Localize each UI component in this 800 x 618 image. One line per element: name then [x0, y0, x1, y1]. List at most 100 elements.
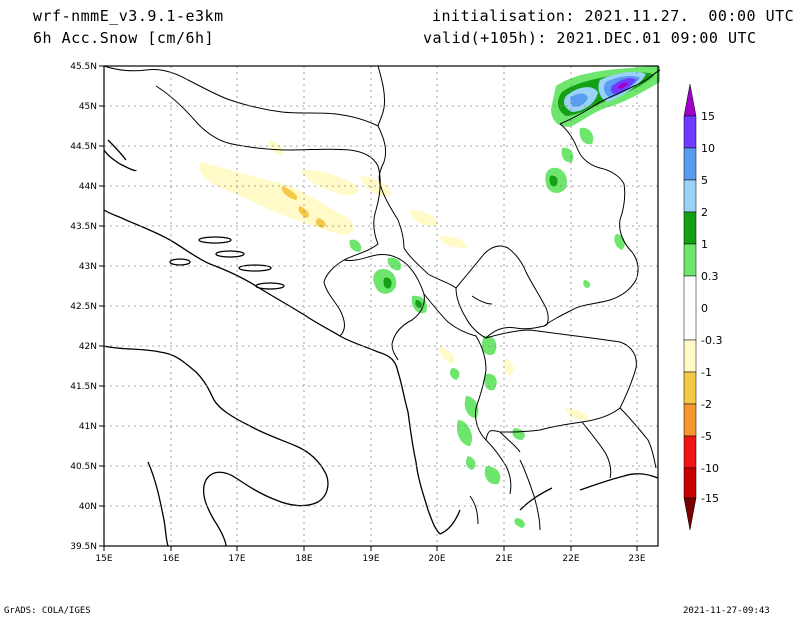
valid-time: valid(+105h): 2021.DEC.01 09:00 UTC [423, 29, 757, 47]
shade-pos-9 [464, 396, 479, 418]
map-grid [104, 66, 658, 546]
colorbar-bin [683, 275, 697, 341]
field-title: 6h Acc.Snow [cm/6h] [33, 29, 215, 47]
lat-label: 41N [79, 422, 97, 432]
shade-pos-15 [449, 368, 460, 380]
lat-label: 40N [79, 502, 97, 512]
colorbar-bin [683, 147, 697, 181]
colorbar-label: 1 [701, 238, 708, 251]
border-bosnia [155, 85, 381, 337]
colorbar-bin [683, 403, 697, 437]
colorbar-label: 10 [701, 142, 715, 155]
border-inner-1 [471, 295, 493, 305]
colorbar-bin [683, 211, 697, 245]
colorbar-top-arrow [683, 83, 697, 117]
colorbar-label: 0 [701, 302, 708, 315]
snow-shading [199, 66, 660, 528]
shade-neg-bosnia [199, 162, 354, 235]
colorbar-bin [683, 243, 697, 277]
croatia-coast [103, 149, 341, 337]
shade-pos-20 [579, 127, 594, 145]
shade-pos-17 [549, 175, 558, 187]
island-2 [169, 258, 191, 266]
lat-label: 42.5N [70, 302, 97, 312]
shade-neg-5 [440, 236, 467, 248]
shade-neg-orange-1 [281, 186, 298, 200]
colorbar-bin [683, 371, 697, 405]
shade-pos-10 [456, 420, 473, 446]
border-inner-3 [469, 495, 479, 525]
lat-label: 43N [79, 262, 97, 272]
shade-pos-14 [512, 428, 525, 440]
colorbar-label: -1 [701, 366, 712, 379]
lat-label: 42N [79, 342, 97, 352]
border-greece [499, 407, 657, 479]
colorbar-labels: 15 10 5 2 1 0.3 0 -0.3 -1 -2 -5 -10 -15 [701, 110, 722, 505]
colorbar-bin [683, 339, 697, 373]
colorbar-label: -10 [701, 462, 719, 475]
colorbar-label: 2 [701, 206, 708, 219]
colorbar-label: -15 [701, 492, 719, 505]
colorbar-label: -5 [701, 430, 712, 443]
lon-label: 23E [628, 554, 645, 564]
lon-label: 20E [428, 554, 445, 564]
lon-label: 21E [495, 554, 512, 564]
map-area: 15E 16E 17E 18E 19E 20E 21E 22E 23E 45.5… [70, 62, 661, 564]
border-north [103, 65, 379, 127]
colorbar-label: 5 [701, 174, 708, 187]
italy-heel [147, 461, 169, 547]
shade-pos-3 [387, 257, 402, 271]
shade-pos-18 [561, 147, 574, 163]
shade-pos-19 [614, 234, 625, 250]
shade-neg-6 [439, 346, 455, 364]
shade-pos-montenegro-2 [383, 277, 392, 289]
colorbar-bin [683, 115, 697, 149]
colorbar-label: -2 [701, 398, 712, 411]
footer-credit: GrADS: COLA/IGES [4, 606, 91, 616]
colorbar-bin [683, 467, 697, 499]
colorbar-label: 15 [701, 110, 715, 123]
colorbar-bin [683, 179, 697, 213]
colorbar-bin [683, 435, 697, 469]
initialisation-time: initialisation: 2021.11.27. 00:00 UTC [432, 7, 795, 25]
island-6 [107, 139, 127, 161]
colorbar-label: -0.3 [701, 334, 722, 347]
border-serbia-east [377, 65, 639, 327]
shade-neg-4 [410, 210, 437, 226]
lon-labels: 15E 16E 17E 18E 19E 20E 21E 22E 23E [95, 554, 645, 564]
border-inner-2 [519, 459, 541, 531]
lon-label: 16E [162, 554, 179, 564]
greece-coast [439, 473, 659, 535]
lat-label: 41.5N [70, 382, 97, 392]
shade-pos-6 [349, 239, 362, 252]
lon-label: 15E [95, 554, 112, 564]
shade-neg-2 [300, 169, 359, 196]
lon-label: 17E [228, 554, 245, 564]
shade-neg-7 [503, 358, 514, 376]
colorbar-bottom-arrow [683, 497, 697, 531]
shade-neg-9 [269, 140, 283, 156]
border-serbia-west [377, 125, 457, 289]
border-albania-east [423, 293, 512, 495]
shade-pos-ne-blue [570, 93, 588, 107]
shade-neg-orange-3 [315, 218, 326, 228]
border-kosovo [455, 245, 549, 339]
shade-pos-11 [484, 466, 501, 485]
lat-label: 45N [79, 102, 97, 112]
island-4 [238, 264, 272, 272]
colorbar-label: 0.3 [701, 270, 719, 283]
borders [103, 65, 661, 531]
island-5 [255, 282, 285, 290]
model-title: wrf-nmmE_v3.9.1-e3km [33, 7, 224, 25]
map-tick-marks [99, 65, 638, 551]
border-macedonia [485, 329, 637, 441]
border-danube [559, 69, 661, 125]
shade-pos-ne-violet [618, 82, 628, 89]
lon-label: 22E [562, 554, 579, 564]
lon-label: 18E [295, 554, 312, 564]
lat-labels: 45.5N 45N 44.5N 44N 43.5N 43N 42.5N 42N … [70, 62, 97, 552]
italy-coast [103, 345, 329, 547]
shade-pos-13 [514, 518, 525, 528]
lon-label: 19E [362, 554, 379, 564]
